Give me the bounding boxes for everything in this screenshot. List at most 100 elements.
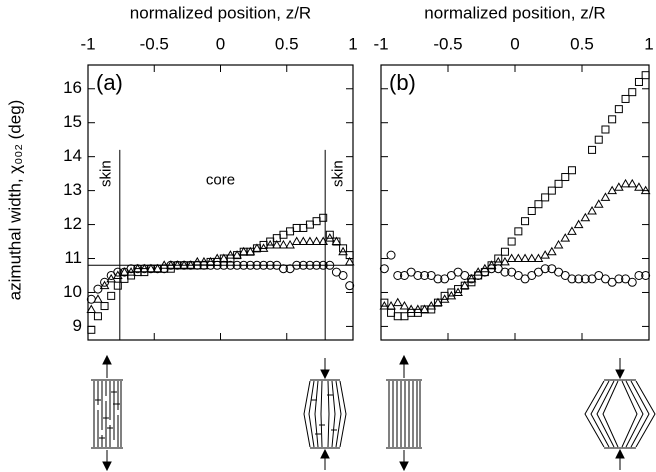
circle-marker	[540, 264, 550, 274]
triangle-marker	[172, 260, 183, 269]
triangle-marker	[613, 182, 624, 191]
circle-marker	[153, 264, 163, 274]
circle-marker	[86, 294, 96, 304]
circle-marker	[133, 264, 143, 274]
square-marker	[634, 77, 643, 86]
triangle-marker	[165, 260, 176, 269]
x-tick-label: -0.5	[140, 34, 169, 53]
triangle-marker	[634, 182, 644, 191]
circle-marker	[292, 260, 302, 270]
panel-label: (b)	[389, 70, 416, 95]
triangle-marker	[252, 243, 262, 252]
triangle-marker	[500, 256, 510, 266]
square-marker	[608, 115, 617, 124]
x-tick-label: -0.5	[433, 34, 462, 53]
triangle-marker	[112, 270, 123, 279]
square-marker	[521, 217, 530, 226]
triangle-marker	[580, 212, 591, 222]
x-axis-label: normalized position, z/R	[424, 3, 605, 22]
square-marker	[494, 254, 503, 263]
circle-marker	[325, 260, 335, 270]
circle-marker	[433, 274, 443, 284]
triangle-marker	[379, 301, 390, 310]
triangle-marker	[99, 280, 110, 290]
triangle-marker	[265, 239, 276, 249]
circle-marker	[265, 260, 275, 270]
x-tick-label: -1	[373, 34, 388, 53]
x-tick-label: 0	[510, 34, 519, 53]
triangle-marker	[439, 294, 450, 303]
triangle-marker	[232, 250, 242, 259]
circle-marker	[212, 260, 222, 270]
triangle-marker	[573, 219, 584, 229]
square-marker	[100, 302, 109, 311]
triangle-marker	[453, 287, 463, 296]
x-tick-label: 0.5	[275, 34, 299, 53]
triangle-marker	[318, 236, 329, 246]
triangle-marker	[119, 267, 130, 276]
triangle-marker	[152, 263, 163, 273]
circle-marker	[386, 250, 396, 260]
schematic-a-skin	[91, 354, 123, 472]
circle-marker	[179, 260, 189, 270]
square-marker	[292, 223, 301, 232]
triangle-marker	[459, 280, 470, 290]
triangle-marker	[600, 192, 611, 201]
triangle-marker	[433, 297, 443, 307]
circle-marker	[627, 277, 637, 287]
y-tick-label: 15	[63, 112, 82, 131]
triangle-marker	[640, 185, 651, 195]
circle-marker	[345, 281, 355, 291]
triangle-marker	[126, 267, 136, 276]
square-marker	[299, 223, 308, 232]
triangle-marker	[533, 253, 544, 263]
circle-marker	[580, 274, 590, 284]
triangle-marker	[271, 239, 282, 249]
circle-marker	[298, 260, 308, 270]
circle-marker	[93, 284, 103, 294]
triangle-marker	[506, 253, 517, 263]
square-marker	[588, 145, 597, 154]
circle-marker	[139, 264, 149, 274]
triangle-marker	[258, 243, 269, 252]
circle-marker	[199, 260, 209, 270]
square-marker	[527, 206, 536, 215]
triangle-marker	[392, 297, 403, 307]
triangle-marker	[324, 233, 335, 242]
square-marker	[325, 230, 334, 239]
triangle-marker	[466, 273, 477, 283]
square-marker	[113, 281, 122, 290]
triangle-marker	[338, 246, 348, 256]
triangle-marker	[86, 304, 97, 313]
triangle-marker	[406, 304, 417, 313]
triangle-marker	[593, 199, 604, 208]
square-marker	[279, 230, 288, 239]
y-tick-label: 11	[64, 248, 82, 267]
triangle-marker	[412, 304, 423, 313]
schematics	[91, 354, 656, 472]
circle-marker	[259, 260, 269, 270]
square-marker	[641, 71, 650, 80]
square-marker	[554, 179, 563, 188]
circle-marker	[225, 260, 235, 270]
circle-marker	[245, 260, 255, 270]
square-marker	[305, 220, 314, 229]
circle-marker	[634, 270, 644, 280]
y-tick-label: 12	[63, 214, 82, 233]
x-axis-label: normalized position, z/R	[130, 3, 311, 22]
triangle-marker	[305, 236, 315, 246]
circle-marker	[318, 260, 328, 270]
triangle-marker	[520, 253, 530, 263]
annotation: skin	[329, 160, 346, 187]
triangle-marker	[446, 290, 457, 300]
circle-marker	[219, 260, 229, 270]
square-marker	[628, 88, 637, 97]
triangle-marker	[291, 236, 302, 246]
circle-marker	[172, 260, 182, 270]
square-marker	[312, 217, 321, 226]
triangle-marker	[553, 239, 564, 249]
circle-marker	[614, 274, 624, 284]
square-marker	[534, 200, 543, 209]
triangle-marker	[620, 178, 631, 188]
y-axis-label: azimuthal width, χ₀₀₂ (deg)	[5, 100, 24, 301]
